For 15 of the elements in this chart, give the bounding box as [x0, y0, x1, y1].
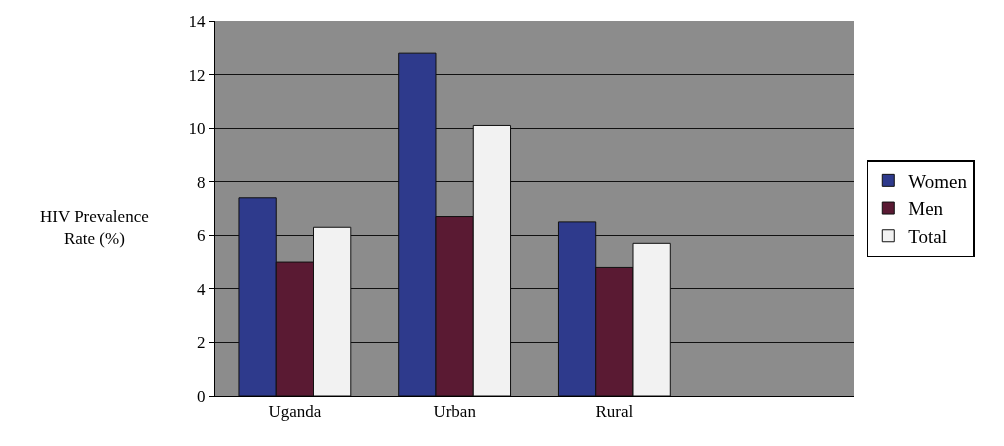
y-tick-label: 10: [188, 119, 206, 139]
legend-label: Men: [908, 198, 944, 220]
y-tick-label: 0: [197, 386, 206, 406]
y-tick-label: 14: [188, 11, 207, 31]
y-tick-label: 6: [197, 226, 206, 246]
x-tick-label: Urban: [433, 402, 477, 422]
y-tick-label: 12: [188, 65, 206, 85]
x-tick-label: Uganda: [268, 402, 322, 422]
legend-label: Total: [908, 226, 948, 248]
y-tick-label: 4: [197, 279, 207, 299]
y-tick-label: 8: [197, 172, 206, 192]
y-axis-title: HIV Prevalence Rate (%): [40, 207, 149, 249]
x-tick-label: Rural: [595, 402, 634, 422]
y-tick-label: 2: [197, 333, 206, 353]
legend-label: Women: [908, 170, 968, 192]
